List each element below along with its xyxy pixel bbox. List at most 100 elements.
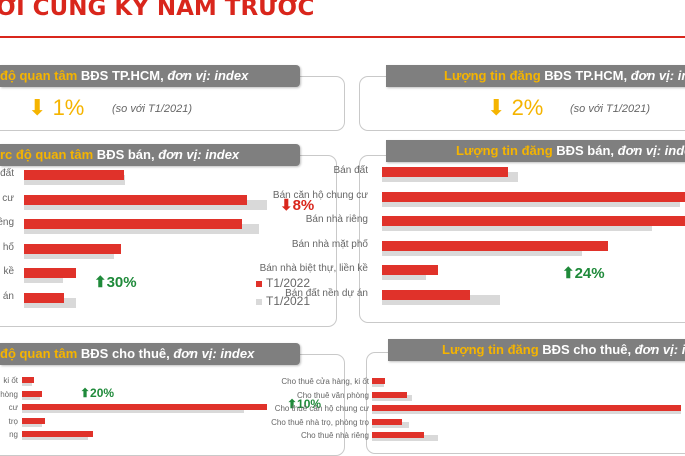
bar-t2021 [22, 407, 244, 413]
change-value: 2% [511, 95, 544, 120]
bar-t2022 [372, 418, 402, 425]
legend-label: T1/2021 [266, 294, 311, 308]
change-badge-up: ⬆10% [287, 397, 322, 411]
bar-t2021 [24, 224, 259, 234]
header-unit: đơn vị: index [158, 147, 240, 162]
bar-t2022 [24, 243, 121, 254]
category-label: Bán nhà riêng [305, 214, 368, 225]
bar-t2022 [24, 268, 76, 278]
header-metric: Lượng tin đăng [456, 143, 553, 158]
bar-t2021 [24, 248, 114, 259]
header-unit: đơn vị: index [634, 342, 685, 357]
bar-t2022 [382, 216, 685, 226]
bar-t2021 [372, 381, 384, 387]
category-label: cư [2, 192, 14, 204]
category-label: đất [0, 168, 14, 179]
bar-t2022 [382, 191, 685, 202]
header-metric: độ quan tâm [0, 346, 78, 361]
header-segment: BĐS TP.HCM, [540, 68, 631, 83]
category-label: hố [2, 241, 14, 253]
bar-t2022 [382, 289, 470, 300]
category-label: ng [9, 430, 18, 439]
bar-t2022 [24, 170, 124, 180]
listing-hcm-header: Lượng tin đăng BĐS TP.HCM, đơn vị: index [386, 65, 685, 87]
listing-sale-header: Lượng tin đăng BĐS bán, đơn vị: index [386, 140, 685, 162]
header-unit: đơn vị: index [173, 346, 255, 361]
category-label: trọ [8, 416, 18, 426]
bar-t2021 [372, 394, 412, 401]
arrow-down-icon: ⬇ [487, 95, 506, 120]
interest-rent-header: độ quan tâm BĐS cho thuê, đơn vị: index [0, 343, 300, 365]
change-badge-up: ⬆30% [94, 274, 137, 291]
header-segment: BĐS cho thuê, [77, 346, 174, 361]
legend-t2021: T1/2021 [256, 294, 310, 308]
category-label: kề [3, 266, 14, 277]
bar-t2021 [382, 294, 500, 305]
change-badge-up: ⬆20% [80, 386, 115, 400]
listing-rent-header: Lượng tin đăng BĐS cho thuê, đơn vị: ind… [388, 339, 685, 361]
header-segment: BĐS cho thuê, [538, 342, 635, 357]
legend-swatch-2022 [256, 280, 262, 287]
header-segment: BĐS TP.HCM, [77, 68, 168, 83]
interest-sale-header: rc độ quan tâm BĐS bán, đơn vị: index [0, 144, 300, 166]
bar-t2021 [372, 435, 439, 441]
header-metric: độ quan tâm [0, 68, 78, 83]
bar-t2021 [22, 380, 32, 386]
header-segment: BĐS bán, [552, 143, 618, 158]
bar-t2021 [24, 175, 125, 185]
bar-t2021 [24, 199, 267, 210]
category-label: Bán nhà biệt thự, liền kề [259, 263, 368, 274]
bar-t2021 [372, 408, 681, 414]
category-label: Bán căn hộ chung cư [272, 189, 368, 201]
bar-t2021 [24, 273, 63, 283]
bar-t2022 [382, 240, 608, 251]
bar-t2022 [372, 405, 681, 411]
bar-t2022 [22, 404, 267, 410]
bar-t2022 [382, 167, 508, 177]
bar-t2021 [382, 172, 518, 182]
legend-swatch-2021 [256, 298, 262, 305]
bar-t2022 [22, 417, 45, 424]
bar-t2022 [382, 265, 438, 275]
bar-t2022 [372, 432, 424, 438]
header-metric: Lượng tin đăng [442, 342, 539, 357]
bar-t2022 [24, 219, 242, 229]
header-unit: đơn vị: index [630, 68, 685, 83]
bar-t2022 [372, 391, 408, 398]
bar-t2021 [24, 297, 76, 308]
category-label: Bán nhà mặt phố [291, 238, 368, 250]
compare-note: (so với T1/2021) [112, 103, 193, 115]
header-metric: rc độ quan tâm [0, 147, 94, 162]
category-label: án [2, 290, 14, 302]
bar-t2021 [22, 420, 42, 427]
change-badge-up: ⬆24% [562, 265, 605, 282]
page-title: ỚI CÙNG KỲ NĂM TRƯỚC [0, 0, 315, 21]
bar-t2022 [22, 377, 34, 383]
category-label: Cho thuê cửa hàng, ki ốt [281, 377, 369, 386]
change-value: 1% [52, 95, 85, 120]
category-label: cư [8, 403, 18, 412]
bar-t2021 [382, 221, 652, 231]
bar-t2022 [22, 431, 93, 437]
header-metric: Lượng tin đăng [444, 68, 541, 83]
legend-label: T1/2022 [266, 276, 311, 290]
arrow-down-icon: ⬇ [28, 95, 47, 120]
category-label: Cho thuê nhà riêng [300, 431, 369, 440]
bar-t2022 [24, 292, 64, 303]
interest-hcm-change: ⬇ 1% [28, 95, 84, 121]
header-unit: đơn vị: index [617, 143, 685, 158]
bar-t2021 [372, 421, 409, 428]
legend-t2022: T1/2022 [256, 276, 310, 290]
bar-t2021 [382, 270, 426, 280]
bar-t2022 [24, 194, 247, 205]
category-label: Cho thuê căn hộ chung cư [274, 404, 369, 413]
header-segment: BĐS bán, [93, 147, 159, 162]
change-badge-down: ⬇8% [280, 197, 315, 214]
bar-t2021 [382, 196, 680, 207]
category-label: Cho thuê nhà trọ, phòng trọ [271, 417, 369, 427]
category-label: iêng [0, 217, 14, 228]
title-divider [0, 36, 685, 38]
compare-note: (so với T1/2021) [570, 103, 651, 115]
bar-t2022 [22, 390, 42, 397]
category-label: Bán đất nền dự án [285, 287, 368, 299]
